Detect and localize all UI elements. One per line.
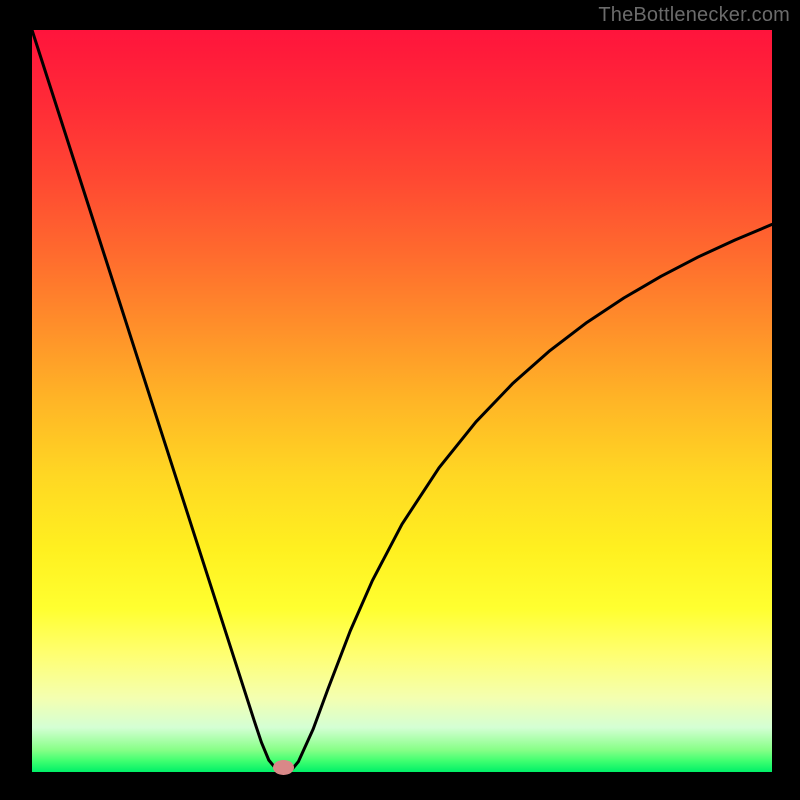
bottleneck-curve bbox=[0, 0, 800, 800]
optimal-point-marker bbox=[273, 760, 294, 775]
watermark-text: TheBottlenecker.com bbox=[598, 4, 790, 27]
